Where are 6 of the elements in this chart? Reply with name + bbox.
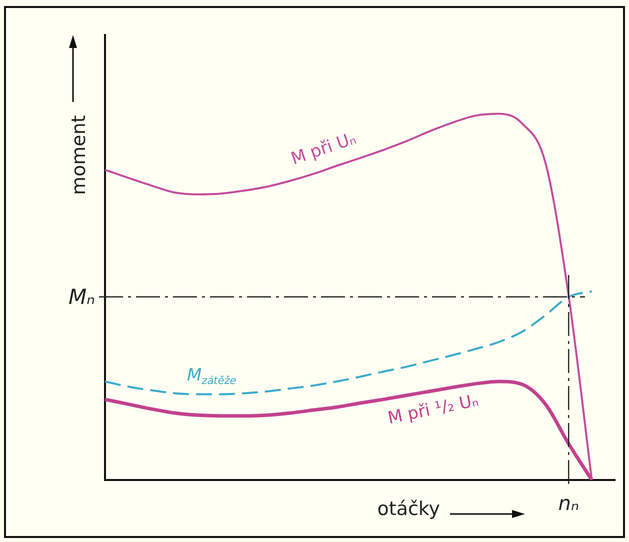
text: M při ¹/₂ Uₙ: [386, 390, 480, 429]
x-axis-title: otáčky: [377, 498, 440, 520]
text: M při Uₙ: [288, 128, 359, 170]
ref-line-label: Mₙ: [68, 284, 96, 309]
text: nₙ: [558, 491, 579, 515]
y-axis-title: moment: [68, 115, 90, 195]
